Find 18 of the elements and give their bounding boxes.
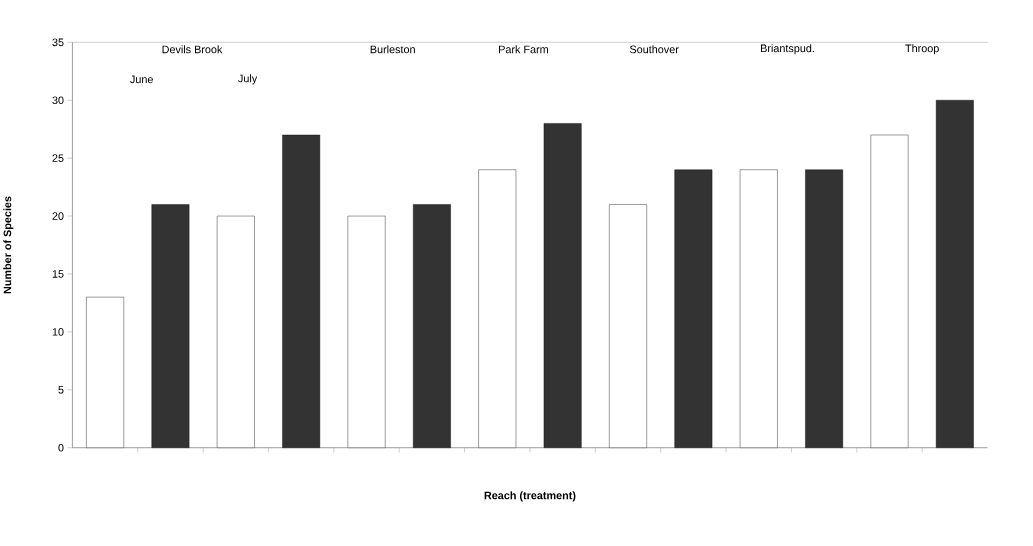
- annotation: Devils Brook: [162, 45, 223, 54]
- annotation: June: [130, 75, 153, 84]
- annotation: Burleston: [370, 45, 415, 54]
- y-tick-label: 10: [52, 328, 64, 336]
- y-tick-label: 20: [52, 212, 64, 220]
- y-tick-label: 25: [52, 154, 64, 162]
- annotation: Southover: [629, 45, 679, 54]
- annotation: Briantspud.: [761, 44, 814, 55]
- annotation: July: [238, 74, 258, 85]
- annotation: Park Farm: [499, 45, 548, 54]
- y-tick-label: 35: [52, 38, 64, 47]
- annotation: Throop: [905, 44, 939, 55]
- x-axis-title: Reach (treatment): [484, 491, 576, 502]
- y-tick-label: 30: [52, 96, 64, 104]
- y-tick-label: 5: [58, 385, 64, 394]
- y-axis-title: Number of Species: [3, 196, 14, 294]
- y-tick-label: 0: [58, 443, 64, 452]
- y-tick-label: 15: [52, 270, 64, 278]
